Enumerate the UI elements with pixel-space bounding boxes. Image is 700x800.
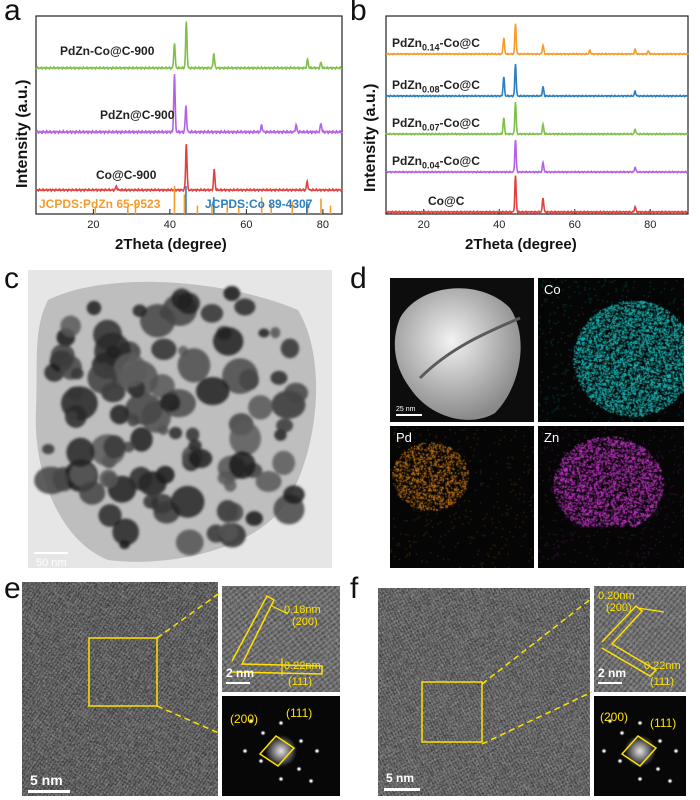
eds-map-co-label: Co xyxy=(544,282,561,297)
series-line-1 xyxy=(35,21,343,71)
fft-e: (200) (111) xyxy=(222,696,340,796)
series-line-2 xyxy=(385,63,689,98)
plane-e2: (111) xyxy=(288,676,313,688)
panel-label-b: b xyxy=(350,0,367,27)
x-tick-label: 80 xyxy=(317,219,329,231)
chart-b-series-label: PdZn0.04-Co@C xyxy=(392,154,480,171)
scale-bar-e: 5 nm xyxy=(30,772,63,788)
d-spacing-f1: 0.20nm xyxy=(598,590,635,602)
eds-map-zn: Zn xyxy=(538,426,684,568)
series-line-4 xyxy=(385,139,689,174)
d-spacing-e1: 0.18nm xyxy=(284,604,321,616)
roi-box-f xyxy=(421,681,483,743)
chart-a-series-label: PdZn@C-900 xyxy=(100,108,175,122)
fft-f-label1: (200) xyxy=(600,710,629,724)
x-tick-label: 60 xyxy=(240,219,252,231)
hrtem-image-f: 5 nm xyxy=(378,588,590,796)
chart-b-series-label: Co@C xyxy=(428,194,465,208)
chart-b-ylabel: Intensity (a.u.) xyxy=(362,83,379,192)
eds-map-pd-label: Pd xyxy=(396,430,412,445)
scale-bar-d: 25 nm xyxy=(396,406,416,413)
series-line-3 xyxy=(35,144,343,193)
eds-map-pd: Pd xyxy=(390,426,534,568)
d-spacing-f2: 0.22nm xyxy=(644,660,681,672)
x-tick-label: 20 xyxy=(87,219,99,231)
roi-box-e xyxy=(88,637,158,707)
chart-b-series-label: PdZn0.14-Co@C xyxy=(392,36,480,53)
chart-a: 20 40 60 80 xyxy=(35,15,343,231)
scale-bar-e-inset: 2 nm xyxy=(226,666,255,680)
x-tick-label: 40 xyxy=(164,219,176,231)
x-tick-label: 20 xyxy=(418,219,430,231)
hrtem-inset-f: 0.20nm (200) 0.22nm (111) 2 nm xyxy=(594,586,686,692)
fft-f-label2: (111) xyxy=(650,716,677,730)
chart-a-ref-label: JCPDS:Co 89-4307 xyxy=(205,197,313,211)
chart-b-series-label: PdZn0.08-Co@C xyxy=(392,78,480,95)
scale-bar-c: 50 nm xyxy=(36,557,67,568)
scale-bar-f: 5 nm xyxy=(386,771,415,785)
chart-a-xlabel: 2Theta (degree) xyxy=(115,236,227,253)
plane-f1: (200) xyxy=(606,602,632,614)
zoom-lines-e xyxy=(156,591,222,735)
chart-b-series-label: PdZn0.07-Co@C xyxy=(392,116,480,133)
hrtem-inset-e: 0.18nm (200) 0.22nm (111) 2 nm xyxy=(222,586,340,692)
plane-e1: (200) xyxy=(292,616,318,628)
x-tick-label: 40 xyxy=(493,219,505,231)
panel-label-d: d xyxy=(350,262,367,295)
panel-label-c: c xyxy=(4,262,19,295)
series-line-1 xyxy=(385,23,689,56)
tem-image-c: 50 nm xyxy=(28,270,332,568)
series-line-2 xyxy=(35,74,343,135)
fft-e-label2: (111) xyxy=(286,706,313,720)
chart-b: 20 40 60 80 xyxy=(385,15,689,231)
panel-label-e: e xyxy=(4,572,21,605)
chart-b-xlabel: 2Theta (degree) xyxy=(465,236,577,253)
x-tick-label: 80 xyxy=(644,219,656,231)
panel-label-f: f xyxy=(350,572,359,605)
fft-f: (200) (111) xyxy=(594,696,686,796)
d-spacing-e2: 0.22nm xyxy=(284,660,321,672)
fft-e-label1: (200) xyxy=(230,712,259,726)
scale-bar-f-inset: 2 nm xyxy=(598,666,627,680)
x-tick-label: 60 xyxy=(569,219,581,231)
tem-image-c-graphic: 50 nm xyxy=(34,281,317,568)
series-line-3 xyxy=(385,102,689,136)
panel-label-a: a xyxy=(4,0,21,27)
chart-a-series-label: Co@C-900 xyxy=(96,168,157,182)
series-line-5 xyxy=(385,175,689,215)
chart-a-ylabel: Intensity (a.u.) xyxy=(14,79,31,188)
zoom-lines-f xyxy=(481,597,593,745)
haadf-image: 25 nm xyxy=(390,278,534,422)
eds-map-zn-label: Zn xyxy=(544,430,560,445)
chart-a-series-label: PdZn-Co@C-900 xyxy=(60,44,155,58)
eds-map-co: Co xyxy=(538,278,684,422)
chart-a-ref-label: JCPDS:PdZn 65-9523 xyxy=(39,197,161,211)
plane-f2: (111) xyxy=(650,676,675,688)
